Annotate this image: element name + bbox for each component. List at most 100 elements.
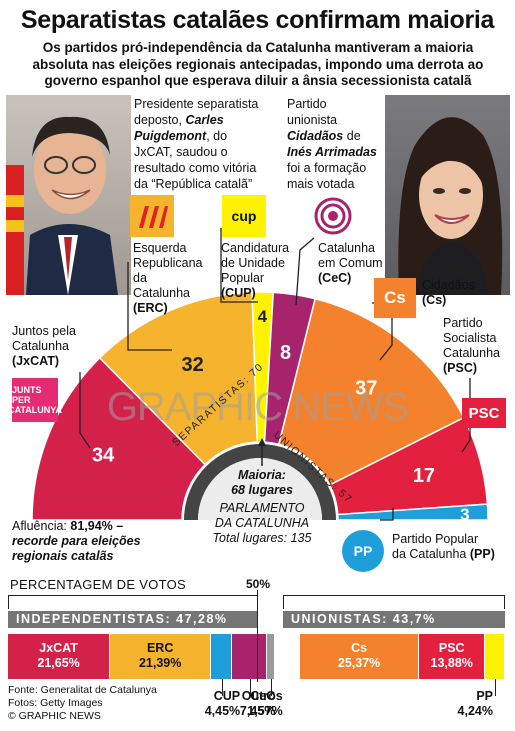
label-line: Socialista bbox=[443, 331, 497, 345]
seat-count-jxcat: 34 bbox=[92, 444, 115, 466]
party-label-cup: Candidatura de Unidade Popular (CUP) bbox=[221, 241, 289, 301]
vote-label-name: CeC bbox=[250, 689, 276, 703]
vote-label-value: 4,45% bbox=[204, 704, 241, 718]
vote-bar-cup bbox=[211, 634, 232, 679]
turnout-line-1: Afluência: 81,94% – bbox=[12, 519, 141, 534]
caption-line: mais votada bbox=[287, 177, 355, 191]
bracket-independentistas bbox=[8, 595, 258, 609]
seat-count-cs: 37 bbox=[355, 377, 377, 399]
puigdemont-caption: Presidente separatista deposto, Carles P… bbox=[134, 96, 258, 192]
bracket-unionistas bbox=[283, 595, 505, 609]
caption-text: deposto, bbox=[134, 113, 182, 127]
logo-text: CATALUNYA bbox=[8, 405, 62, 415]
bloc-band bbox=[184, 444, 336, 520]
majority-arrow-icon bbox=[258, 438, 266, 446]
unionistas-header: UNIONISTAS: 43,7% bbox=[283, 611, 505, 628]
seat-count-pp: 3 bbox=[460, 505, 469, 524]
seat-arc-erc bbox=[98, 291, 259, 466]
party-label-psc: Partido Socialista Catalunha (PSC) bbox=[443, 316, 500, 376]
vote-bar-jxcat: JxCAT 21,65% bbox=[8, 634, 110, 679]
seat-arc-jxcat bbox=[31, 356, 207, 521]
seat-arc-pp bbox=[337, 503, 489, 521]
vote-bar-pp bbox=[484, 634, 504, 679]
independentistas-header: INDEPENDENTISTAS: 47,28% bbox=[8, 611, 258, 628]
label-line: Republicana bbox=[133, 256, 203, 270]
label-line: da Catalunha (PP) bbox=[392, 547, 495, 562]
label-line: Esquerda bbox=[133, 241, 187, 255]
vote-label-value: 1,57% bbox=[247, 704, 283, 718]
vote-label-value: 4,24% bbox=[457, 704, 493, 718]
vote-bar-psc: PSC 13,88% bbox=[419, 634, 484, 679]
label-line: Catalunha bbox=[443, 346, 500, 360]
vote-label-leader bbox=[249, 679, 251, 696]
vote-label-value: 7,45% bbox=[239, 704, 276, 718]
label-line: Cidadãos bbox=[422, 278, 475, 292]
seat-count-psc: 17 bbox=[413, 465, 435, 487]
label-line: Candidatura bbox=[221, 241, 290, 255]
vote-bar-name: JxCAT bbox=[39, 641, 78, 655]
majority-value: 68 lugares bbox=[231, 483, 293, 497]
vote-label-cec: CeC 7,45% bbox=[215, 689, 275, 719]
label-text: da Catalunha bbox=[392, 547, 467, 561]
caption-line: unionista bbox=[287, 113, 338, 127]
turnout-value: 81,94% – bbox=[70, 519, 124, 533]
fifty-percent-line bbox=[257, 590, 258, 682]
vote-bar-value: 13,88% bbox=[430, 656, 473, 670]
subtitle-line-3: governo espanhol que esperava diluir a â… bbox=[44, 73, 472, 88]
caption-line: resultado como vitória bbox=[134, 161, 257, 175]
label-line: Catalunha bbox=[318, 241, 375, 255]
label-line: Popular bbox=[221, 271, 265, 285]
party-label-pp: Partido Popular da Catalunha (PP) bbox=[392, 532, 495, 562]
party-label-cs: Cidadãos (Cs) bbox=[422, 278, 475, 308]
turnout-line-3: regionais catalãs bbox=[12, 549, 114, 563]
label-abbr: (PP) bbox=[469, 547, 495, 561]
seat-count-erc: 32 bbox=[182, 354, 204, 376]
label-line: de Unidade bbox=[221, 256, 285, 270]
label-abbr: (ERC) bbox=[133, 301, 168, 315]
subtitle-line-1: Os partidos pró-independência da Catalun… bbox=[42, 40, 474, 55]
caption-line: Presidente separatista bbox=[134, 97, 259, 111]
vote-bar-value: 21,65% bbox=[37, 656, 80, 670]
logo-text: Cs bbox=[384, 288, 406, 307]
seat-count-cup: 4 bbox=[258, 307, 268, 326]
label-line: Catalunha bbox=[12, 339, 69, 353]
party-label-erc: Esquerda Republicana da Catalunha (ERC) bbox=[133, 241, 203, 316]
subtitle-line-2: absoluta nas eleições regionais antecipa… bbox=[32, 56, 484, 72]
arc-labels: 34 32 48 37 17 3 bbox=[92, 307, 470, 524]
vote-label-pp: PP 4,24% bbox=[433, 689, 493, 719]
vote-label-cup: CUP 4,45% bbox=[180, 689, 240, 719]
vote-label-name: CUP bbox=[213, 689, 241, 703]
caption-line: Inés Arrimadas bbox=[287, 144, 377, 160]
caption-line: deposto, Carles bbox=[134, 112, 258, 128]
caption-line: JxCAT, saudou o bbox=[134, 145, 228, 159]
party-label-jxcat: Juntos pela Catalunha (JxCAT) bbox=[12, 324, 76, 369]
caption-line: Cidadãos de bbox=[287, 128, 377, 144]
vote-bar-value: 25,37% bbox=[337, 656, 381, 670]
caption-name: Carles bbox=[185, 113, 224, 127]
label-abbr: (PSC) bbox=[443, 361, 478, 375]
label-line: Juntos pela bbox=[12, 324, 76, 338]
caption-text: , do bbox=[206, 129, 228, 143]
vote-label-name: PP bbox=[476, 689, 493, 703]
fifty-percent-label: 50% bbox=[246, 577, 271, 591]
label-line: Catalunha bbox=[133, 286, 190, 300]
caption-line: Partido bbox=[287, 97, 327, 111]
turnout: Afluência: 81,94% – recorde para eleiçõe… bbox=[12, 519, 141, 564]
label-line: em Comum bbox=[318, 256, 383, 270]
seat-arc-cs bbox=[277, 297, 465, 487]
label-line: Partido bbox=[443, 316, 483, 330]
label-abbr: (CeC) bbox=[318, 271, 352, 285]
label-abbr: (CUP) bbox=[221, 286, 256, 300]
erc-logo bbox=[130, 195, 174, 237]
vote-label-leader bbox=[221, 679, 223, 696]
caption-line: foi a formação bbox=[287, 161, 367, 175]
label-line: Partido Popular bbox=[392, 532, 479, 546]
vote-bar-name: PSC bbox=[438, 641, 465, 655]
page-title: Separatistas catalães confirmam maioria bbox=[20, 6, 495, 34]
cup-logo: cup bbox=[222, 195, 266, 237]
vote-bar-name: ERC bbox=[146, 641, 174, 655]
label-abbr: (JxCAT) bbox=[12, 354, 59, 368]
vote-bar-outros bbox=[267, 634, 274, 679]
source-credit: Fonte: Generalitat de Catalunya bbox=[8, 684, 157, 696]
